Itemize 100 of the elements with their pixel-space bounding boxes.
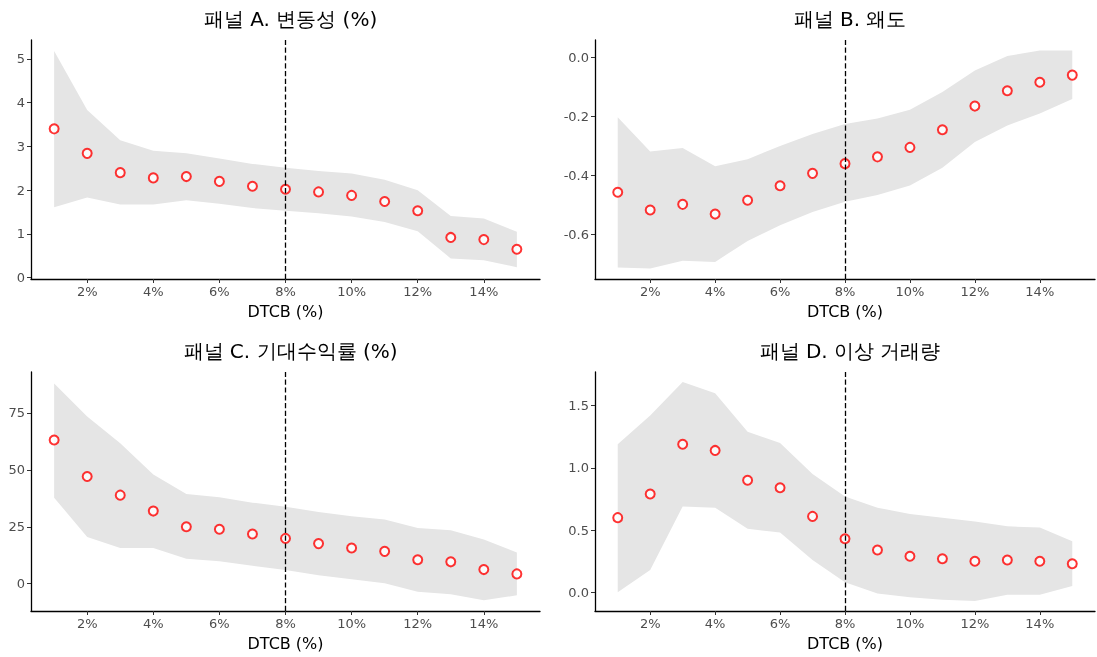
y-tick-label: 0.0 <box>568 50 589 66</box>
x-tick-label: 10% <box>337 284 367 299</box>
point <box>1066 558 1078 570</box>
point <box>677 438 689 450</box>
point <box>904 550 916 562</box>
point <box>147 505 159 517</box>
point <box>180 171 192 183</box>
x-tick-label: 10% <box>895 284 925 299</box>
y-tick-label: 75 <box>8 405 25 421</box>
x-tick-label: 14% <box>469 616 499 631</box>
point <box>445 231 457 243</box>
point <box>904 141 916 153</box>
x-tick-label: 14% <box>1025 616 1055 631</box>
point <box>313 186 325 198</box>
point <box>1034 76 1046 88</box>
y-tick-label: 0 <box>16 576 25 592</box>
point <box>48 123 60 135</box>
x-tick-label: 10% <box>337 616 367 631</box>
x-tick-label: 8% <box>275 284 296 299</box>
x-tick-label: 2% <box>639 616 661 631</box>
point <box>1034 555 1046 567</box>
point <box>213 523 225 535</box>
point <box>644 204 656 216</box>
point <box>969 555 981 567</box>
point <box>511 568 523 580</box>
chart-title: 패널 B. 왜도 <box>793 7 907 31</box>
point <box>871 151 883 163</box>
point <box>313 538 325 550</box>
point <box>346 542 358 554</box>
x-tick-label: 6% <box>209 284 230 299</box>
x-tick-label: 2% <box>639 284 661 299</box>
point <box>839 533 851 545</box>
y-tick-label: -0.6 <box>563 227 589 243</box>
point <box>1066 69 1078 81</box>
x-axis-title: DTCB (%) <box>806 301 884 321</box>
y-tick-label: 0.5 <box>568 522 589 538</box>
x-axis-title: DTCB (%) <box>247 301 324 321</box>
x-tick-label: 6% <box>769 616 791 631</box>
chart-title: 패널 D. 이상 거래량 <box>759 339 941 363</box>
point <box>936 124 948 136</box>
y-tick-label: 25 <box>8 519 25 535</box>
point <box>280 532 291 544</box>
point <box>412 205 424 217</box>
x-tick-label: 4% <box>704 284 726 299</box>
y-tick-label: 3 <box>16 138 25 154</box>
point <box>807 510 819 522</box>
point <box>807 167 819 179</box>
point <box>478 564 490 576</box>
x-tick-label: 12% <box>960 284 990 299</box>
y-tick-label: 1.5 <box>568 398 589 414</box>
point <box>612 512 624 524</box>
point <box>774 180 786 192</box>
x-axis-title: DTCB (%) <box>247 633 324 653</box>
point <box>48 434 60 446</box>
x-tick-label: 4% <box>704 616 726 631</box>
point <box>147 172 159 184</box>
x-tick-label: 10% <box>895 616 925 631</box>
point <box>114 489 126 501</box>
x-tick-label: 12% <box>403 284 433 299</box>
point <box>839 158 851 170</box>
y-tick-label: 0 <box>16 270 25 286</box>
point <box>379 545 391 557</box>
x-axis-title: DTCB (%) <box>806 633 884 653</box>
point <box>709 444 721 456</box>
x-tick-label: 8% <box>275 616 296 631</box>
x-tick-label: 2% <box>76 284 98 299</box>
point <box>969 100 981 112</box>
point <box>478 234 490 246</box>
point <box>445 556 457 568</box>
point <box>612 186 624 198</box>
point <box>677 198 689 210</box>
y-tick-label: 1 <box>16 226 25 242</box>
x-tick-label: 4% <box>142 284 164 299</box>
x-tick-label: 6% <box>209 616 230 631</box>
point <box>742 194 754 206</box>
point <box>1001 85 1013 97</box>
y-tick-label: 0.0 <box>568 584 589 600</box>
x-tick-label: 12% <box>960 616 990 631</box>
x-tick-label: 14% <box>1025 284 1055 299</box>
point <box>774 482 786 494</box>
point <box>81 470 93 482</box>
point <box>213 175 225 187</box>
point <box>936 553 948 565</box>
y-tick-label: 2 <box>16 182 25 198</box>
y-tick-label: 50 <box>8 462 25 478</box>
point <box>280 183 291 195</box>
point <box>246 180 258 192</box>
point <box>180 521 192 533</box>
point <box>412 554 424 566</box>
x-tick-label: 2% <box>76 616 98 631</box>
chart-title: 패널 C. 기대수익률 (%) <box>183 339 398 363</box>
x-tick-label: 6% <box>769 284 791 299</box>
point <box>114 167 126 179</box>
y-tick-label: 1.0 <box>568 460 589 476</box>
x-tick-label: 8% <box>834 284 856 299</box>
x-tick-label: 14% <box>469 284 499 299</box>
point <box>81 147 93 159</box>
point <box>644 488 656 500</box>
x-tick-label: 12% <box>403 616 433 631</box>
y-tick-label: -0.4 <box>563 168 589 184</box>
